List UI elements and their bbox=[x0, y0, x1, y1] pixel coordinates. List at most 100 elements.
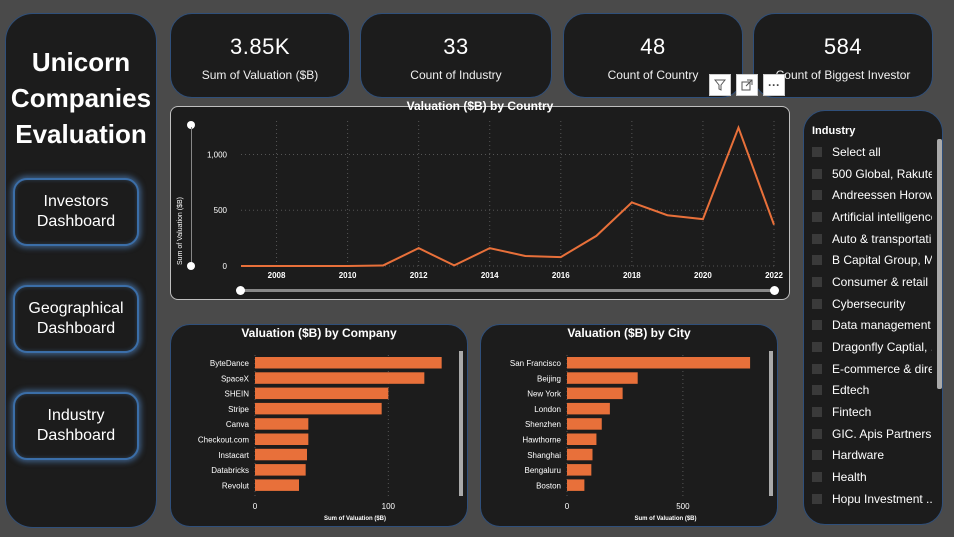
checkbox[interactable] bbox=[812, 255, 822, 266]
geographical-dashboard-button[interactable]: Geographical Dashboard bbox=[13, 285, 139, 353]
investors-dashboard-label-2: Dashboard bbox=[36, 213, 116, 230]
kpi-label: Count of Biggest Investor bbox=[775, 68, 911, 82]
slicer-item[interactable]: GIC. Apis Partners, I... bbox=[812, 423, 932, 445]
industry-slicer[interactable]: Industry Select all 500 Global, Rakute...… bbox=[803, 110, 943, 525]
x-range-track bbox=[237, 289, 774, 292]
checkbox[interactable] bbox=[812, 276, 822, 287]
app-title-line-2: Companies bbox=[10, 83, 152, 113]
checkbox[interactable] bbox=[812, 298, 822, 309]
valuation-by-country-card[interactable]: Valuation ($B) by Country Sum of Valuati… bbox=[170, 99, 790, 300]
checkbox[interactable] bbox=[812, 233, 822, 244]
slicer-item-label: GIC. Apis Partners, I... bbox=[832, 426, 932, 441]
checkbox[interactable] bbox=[812, 342, 822, 353]
slicer-list: Select all 500 Global, Rakute... Andreesse… bbox=[812, 141, 932, 510]
slicer-item[interactable]: Edtech bbox=[812, 380, 932, 402]
checkbox[interactable] bbox=[812, 493, 822, 504]
x-tick-label: 100 bbox=[382, 502, 396, 511]
category-label: Boston bbox=[536, 481, 561, 490]
checkbox[interactable] bbox=[812, 385, 822, 396]
slicer-item-label: Data management ... bbox=[832, 318, 932, 333]
category-label: ByteDance bbox=[210, 359, 250, 368]
checkbox[interactable] bbox=[812, 428, 822, 439]
slicer-item[interactable]: Andreessen Horowi... bbox=[812, 184, 932, 206]
industry-dashboard-label-2: Dashboard bbox=[36, 427, 116, 444]
investors-dashboard-label-1: Investors bbox=[43, 193, 109, 210]
category-label: Beijing bbox=[537, 374, 561, 383]
app-title-line-3: Evaluation bbox=[15, 119, 147, 149]
valuation-by-city-card[interactable]: Valuation ($B) by City 0 500 San Francisco… bbox=[480, 324, 778, 527]
x-tick-label: 2020 bbox=[694, 271, 712, 280]
investors-dashboard-button[interactable]: Investors Dashboard bbox=[13, 178, 139, 246]
filter-icon[interactable] bbox=[709, 74, 731, 96]
category-label: Checkout.com bbox=[198, 436, 249, 445]
kpi-value: 3.85K bbox=[230, 34, 290, 59]
bar bbox=[255, 357, 442, 369]
slicer-item[interactable]: Select all bbox=[812, 141, 932, 163]
slicer-scrollbar[interactable] bbox=[937, 139, 942, 389]
slicer-item[interactable]: Fintech bbox=[812, 401, 932, 423]
x-tick-label: 2018 bbox=[623, 271, 641, 280]
x-range-handle-left[interactable] bbox=[236, 286, 245, 295]
x-tick-label: 2008 bbox=[268, 271, 286, 280]
category-label: Instacart bbox=[218, 451, 249, 460]
x-tick-label: 500 bbox=[676, 502, 690, 511]
chart-title: Valuation ($B) by Company bbox=[241, 326, 397, 340]
slicer-header: Industry bbox=[812, 125, 856, 137]
bar bbox=[255, 387, 389, 400]
y-range-handle-bottom[interactable] bbox=[187, 262, 195, 270]
bar bbox=[567, 387, 623, 400]
category-label: Shanghai bbox=[527, 451, 561, 460]
y-range-handle-top[interactable] bbox=[187, 121, 195, 129]
category-label: Bengaluru bbox=[525, 466, 561, 475]
bar bbox=[567, 448, 593, 461]
slicer-item[interactable]: Cybersecurity bbox=[812, 293, 932, 315]
bar bbox=[567, 357, 751, 369]
checkbox[interactable] bbox=[812, 168, 822, 179]
geographical-dashboard-label-1: Geographical bbox=[28, 300, 124, 317]
category-label: Hawthorne bbox=[522, 436, 561, 445]
x-range-handle-right[interactable] bbox=[770, 286, 779, 295]
checkbox[interactable] bbox=[812, 211, 822, 222]
slicer-item[interactable]: Auto & transportati... bbox=[812, 228, 932, 250]
category-label: Stripe bbox=[228, 405, 249, 414]
kpi-value: 33 bbox=[443, 34, 469, 59]
more-options-icon[interactable]: ··· bbox=[763, 74, 785, 96]
slicer-item-label: Consumer & retail bbox=[832, 274, 929, 289]
slicer-item[interactable]: Hardware bbox=[812, 445, 932, 467]
slicer-item-label: Select all bbox=[832, 144, 881, 159]
geographical-dashboard-label-2: Dashboard bbox=[36, 320, 116, 337]
bar bbox=[255, 479, 299, 491]
checkbox[interactable] bbox=[812, 363, 822, 374]
focus-mode-icon[interactable] bbox=[736, 74, 758, 96]
checkbox[interactable] bbox=[812, 472, 822, 483]
slicer-item-label: Fintech bbox=[832, 405, 872, 420]
slicer-item[interactable]: Health bbox=[812, 466, 932, 488]
checkbox[interactable] bbox=[812, 407, 822, 418]
title-panel: Unicorn Companies Evaluation Investors Da… bbox=[5, 13, 157, 528]
slicer-item[interactable]: Consumer & retail bbox=[812, 271, 932, 293]
industry-dashboard-label-1: Industry bbox=[47, 407, 105, 424]
industry-dashboard-button[interactable]: Industry Dashboard bbox=[13, 392, 139, 460]
slicer-item[interactable]: Hopu Investment ... bbox=[812, 488, 932, 510]
checkbox[interactable] bbox=[812, 146, 822, 157]
bar bbox=[567, 433, 597, 445]
checkbox[interactable] bbox=[812, 450, 822, 461]
valuation-by-company-card[interactable]: Valuation ($B) by Company 0 100 ByteDance S… bbox=[170, 324, 468, 527]
slicer-item[interactable]: Dragonfly Captial, ... bbox=[812, 336, 932, 358]
x-axis-label: Sum of Valuation ($B) bbox=[634, 516, 696, 522]
checkbox[interactable] bbox=[812, 190, 822, 201]
slicer-item[interactable]: 500 Global, Rakute... bbox=[812, 163, 932, 185]
kpi-label: Sum of Valuation ($B) bbox=[201, 68, 319, 82]
category-label: Shenzhen bbox=[525, 420, 561, 429]
slicer-item-label: Cybersecurity bbox=[832, 296, 906, 311]
slicer-item[interactable]: B Capital Group, M... bbox=[812, 249, 932, 271]
category-label: SHEIN bbox=[225, 390, 250, 399]
checkbox[interactable] bbox=[812, 320, 822, 331]
company-chart-scrollbar[interactable] bbox=[459, 351, 463, 496]
y-range-track bbox=[190, 127, 192, 265]
slicer-item[interactable]: E-commerce & dire... bbox=[812, 358, 932, 380]
slicer-item[interactable]: Artificial intelligence bbox=[812, 206, 932, 228]
slicer-item[interactable]: Data management ... bbox=[812, 315, 932, 337]
bar bbox=[567, 372, 638, 384]
city-chart-scrollbar[interactable] bbox=[769, 351, 773, 496]
